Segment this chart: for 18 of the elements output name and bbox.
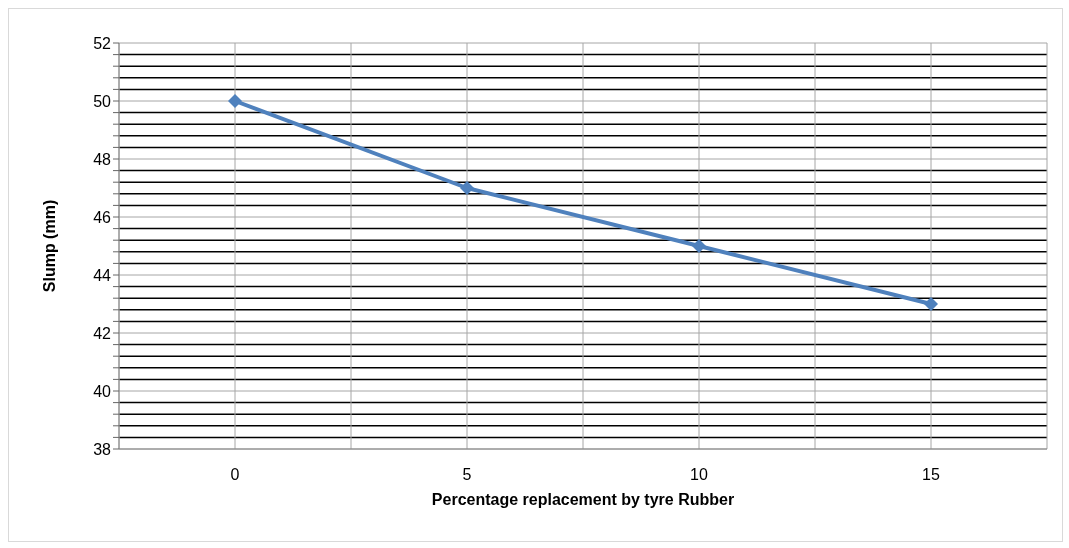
x-tick-label: 0 (230, 466, 240, 484)
x-axis-title: Percentage replacement by tyre Rubber (431, 491, 735, 508)
y-tick-label: 40 (93, 382, 112, 400)
x-tick-label: 15 (922, 466, 940, 484)
x-tick-label: 5 (462, 466, 472, 484)
point (228, 94, 242, 108)
y-tick-label: 44 (93, 266, 112, 284)
x-tick-label: 10 (690, 466, 708, 484)
y-tick-label: 48 (93, 150, 112, 168)
point (692, 239, 706, 253)
y-tick-label: 50 (93, 92, 112, 110)
y-tick-label: 52 (93, 34, 112, 52)
point (924, 297, 938, 311)
y-axis-title: Slump (mm) (40, 199, 58, 293)
y-tick-label: 46 (93, 208, 112, 226)
y-tick-label: 42 (93, 324, 112, 342)
point (460, 181, 474, 195)
y-tick-label: 38 (93, 440, 112, 458)
